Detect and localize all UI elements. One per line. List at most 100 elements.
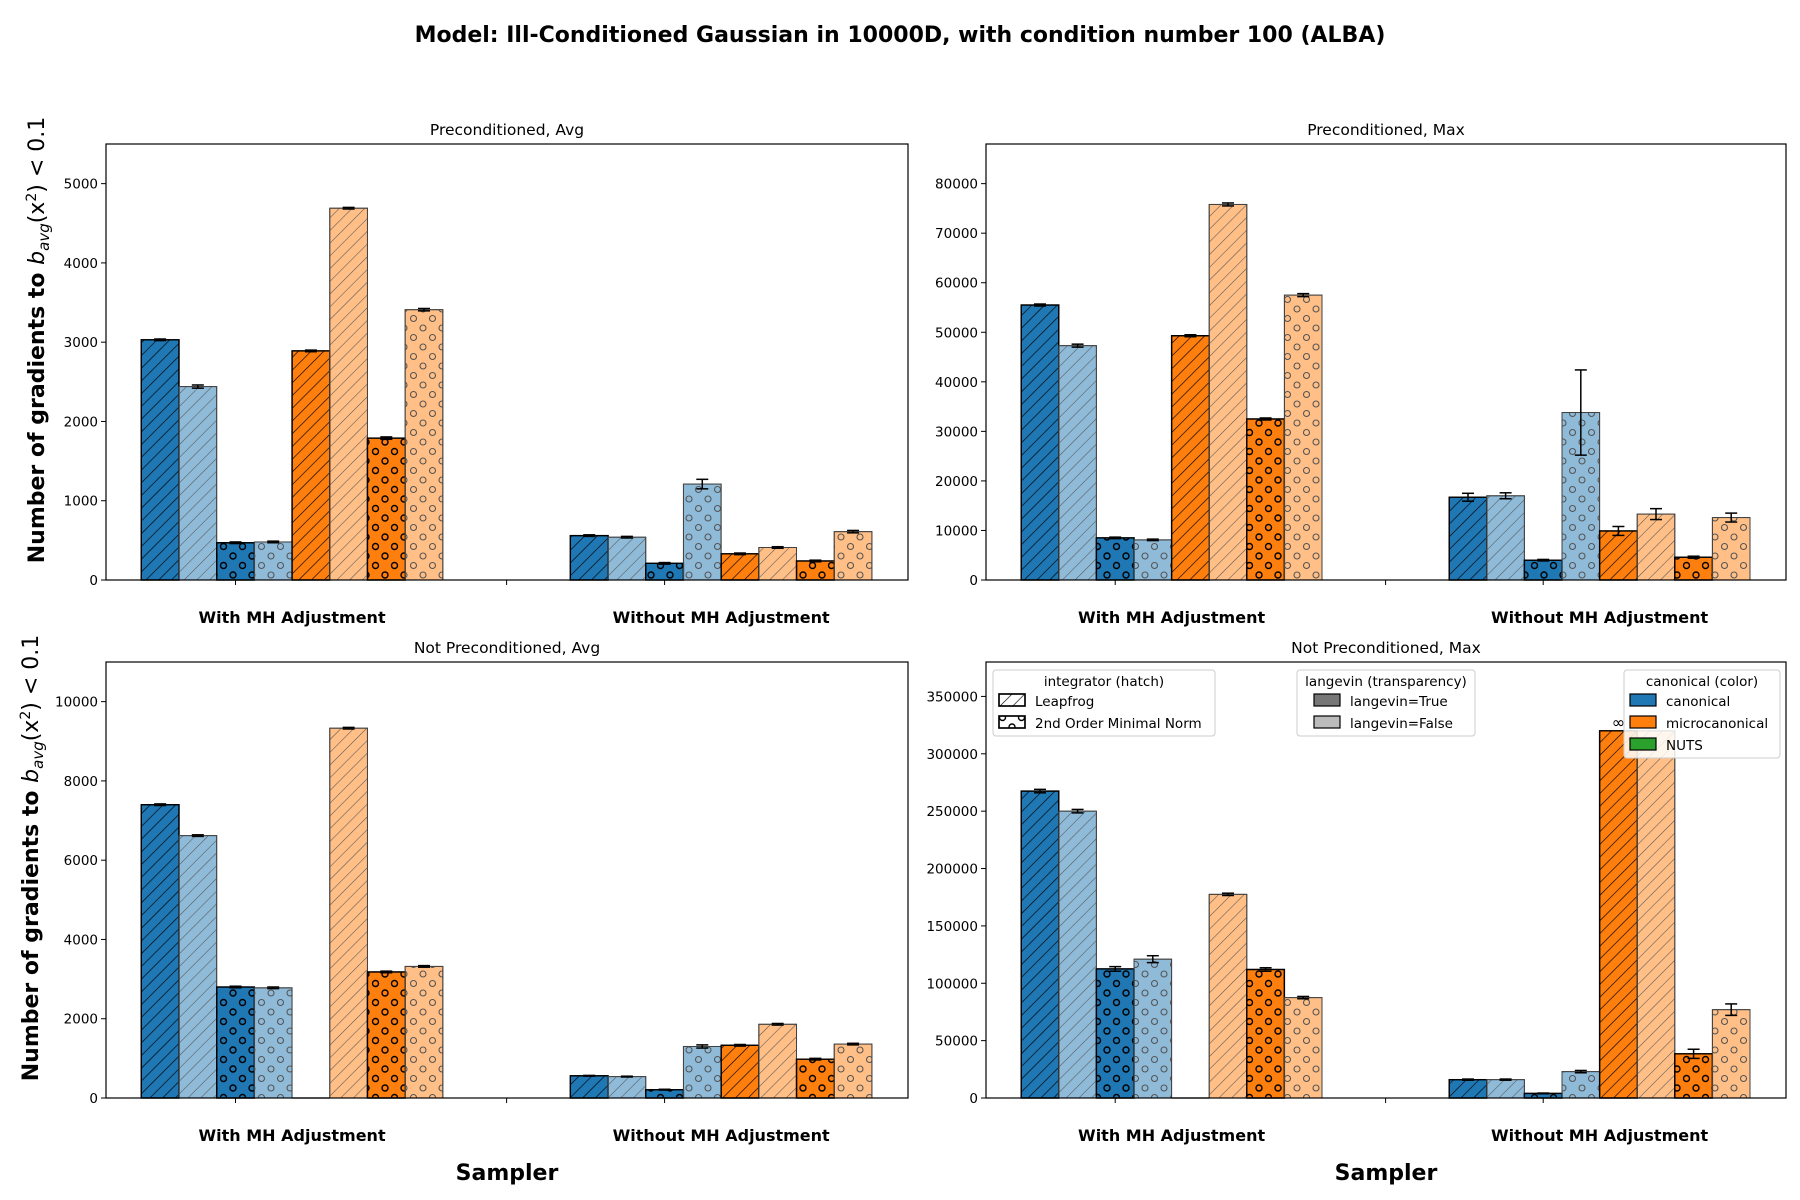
bar-hatch bbox=[569, 534, 609, 581]
legend-swatch-minimal-norm-hatch bbox=[998, 715, 1026, 729]
bar-hatch bbox=[1674, 556, 1714, 581]
bar-hatch bbox=[1523, 559, 1563, 581]
bar-hatch bbox=[140, 339, 180, 581]
legend-text: Leapfrog bbox=[1035, 694, 1094, 710]
bar-hatch bbox=[1133, 958, 1173, 1099]
y-tick-label: 300000 bbox=[926, 747, 978, 763]
ylabel-bottom: Number of gradients to bavg(x2) < 0.1 bbox=[18, 635, 47, 1082]
bar-hatch bbox=[720, 1044, 760, 1099]
bar-hatch bbox=[1246, 968, 1286, 1099]
subplot-not-preconditioned-max: Not Preconditioned, Max 0 50000 100000 15000… bbox=[926, 639, 1787, 1145]
legend-box bbox=[1623, 669, 1781, 759]
legend-swatch-langevin-false bbox=[1313, 715, 1341, 729]
y-tick-label: 250000 bbox=[926, 804, 978, 820]
category-label: With MH Adjustment bbox=[199, 1126, 386, 1145]
y-tick-label: 50000 bbox=[935, 1034, 978, 1050]
bar-hatch bbox=[1711, 517, 1751, 581]
bar-hatch bbox=[607, 1076, 647, 1099]
legend-swatch-microcanonical bbox=[1629, 715, 1657, 729]
bar-hatch bbox=[607, 536, 647, 581]
bar-hatch bbox=[140, 804, 180, 1099]
legend-text: langevin (transparency) bbox=[1305, 674, 1467, 690]
y-tick-label: 5000 bbox=[64, 177, 98, 193]
legend-swatch-leapfrog-hatch bbox=[998, 693, 1026, 707]
bar-hatch bbox=[329, 207, 368, 581]
bar-hatch bbox=[645, 562, 685, 581]
bar-hatch bbox=[1170, 335, 1210, 581]
bar-hatch bbox=[1208, 893, 1248, 1099]
legend-text: canonical bbox=[1666, 694, 1730, 710]
legend-text: integrator (hatch) bbox=[1044, 674, 1164, 690]
y-tick-label: 3000 bbox=[64, 335, 98, 351]
bar-hatch bbox=[1133, 539, 1173, 581]
y-tick-label: 60000 bbox=[935, 276, 978, 292]
category-label: Without MH Adjustment bbox=[613, 1126, 830, 1145]
y-tick-label: 4000 bbox=[64, 932, 98, 948]
bar-hatch bbox=[1283, 294, 1323, 581]
bar-hatch bbox=[1095, 968, 1135, 1099]
bar-hatch bbox=[1095, 537, 1135, 581]
bar-hatch bbox=[682, 483, 722, 581]
bar-hatch bbox=[833, 531, 873, 581]
axes-frame bbox=[105, 661, 909, 1099]
bar-hatch bbox=[1283, 997, 1323, 1099]
legend-text: langevin=True bbox=[1350, 694, 1448, 710]
bar-hatch bbox=[178, 386, 218, 581]
bar-hatch bbox=[253, 541, 293, 581]
bar-hatch bbox=[216, 986, 256, 1099]
bar-hatch bbox=[1561, 1071, 1601, 1099]
axes-frame bbox=[105, 143, 909, 581]
bar-hatch bbox=[758, 1023, 797, 1099]
y-tick-label: 4000 bbox=[64, 256, 98, 272]
category-label: With MH Adjustment bbox=[1078, 608, 1265, 627]
bar-hatch bbox=[1020, 790, 1060, 1099]
bar-hatch bbox=[569, 1075, 609, 1099]
subplot-not-preconditioned-avg: Not Preconditioned, Avg 0 2000 4000 6000 8000… bbox=[55, 639, 909, 1145]
bar-hatch bbox=[1246, 418, 1286, 581]
y-tick-label: 80000 bbox=[935, 177, 978, 193]
ylabel-top: Number of gradients to bavg(x2) < 0.1 bbox=[24, 117, 53, 564]
y-tick-label: 20000 bbox=[935, 474, 978, 490]
bar-hatch bbox=[216, 542, 256, 581]
y-tick-label: 0 bbox=[89, 1091, 98, 1107]
y-tick-label: 40000 bbox=[935, 375, 978, 391]
figure-suptitle: Model: Ill-Conditioned Gaussian in 10000… bbox=[415, 23, 1386, 48]
axes-frame bbox=[985, 661, 1787, 1099]
y-tick-label: 0 bbox=[969, 573, 978, 589]
bar-hatch bbox=[1636, 513, 1676, 581]
y-tick-label: 70000 bbox=[935, 226, 978, 242]
legend-box bbox=[992, 669, 1216, 737]
bar-hatch bbox=[1058, 345, 1097, 581]
bar-hatch bbox=[795, 1058, 835, 1099]
bar-hatch bbox=[758, 547, 797, 581]
y-tick-label: 0 bbox=[89, 573, 98, 589]
subplot-title: Not Preconditioned, Max bbox=[1291, 639, 1481, 657]
infinite-marker: ∞ bbox=[1612, 713, 1625, 732]
category-label: With MH Adjustment bbox=[1078, 1126, 1265, 1145]
bar-hatch bbox=[1486, 495, 1525, 581]
category-label: Without MH Adjustment bbox=[1491, 608, 1708, 627]
legend-text: canonical (color) bbox=[1646, 674, 1758, 690]
legend-text: microcanonical bbox=[1666, 716, 1768, 732]
subplot-title: Preconditioned, Avg bbox=[430, 121, 584, 139]
category-label: With MH Adjustment bbox=[199, 608, 386, 627]
category-label: Without MH Adjustment bbox=[1491, 1126, 1708, 1145]
bar-hatch bbox=[1448, 1078, 1488, 1099]
bar-hatch bbox=[404, 309, 444, 581]
bar-hatch bbox=[1058, 810, 1097, 1099]
legend-text: langevin=False bbox=[1350, 716, 1453, 732]
xlabel-right: Sampler bbox=[1335, 1161, 1438, 1186]
subplot-preconditioned-max: Preconditioned, Max 0 10000 20000 30000 40000… bbox=[935, 121, 1787, 627]
legend-text: NUTS bbox=[1666, 738, 1703, 754]
legend: integrator (hatch) Leapfrog 2nd Order Mini… bbox=[992, 669, 1781, 759]
y-tick-label: 350000 bbox=[926, 689, 978, 705]
y-tick-label: 10000 bbox=[55, 695, 98, 711]
bar-hatch bbox=[291, 350, 331, 581]
bar-hatch bbox=[329, 727, 368, 1099]
bar-hatch bbox=[1486, 1079, 1525, 1099]
y-tick-label: 1000 bbox=[64, 494, 98, 510]
y-tick-label: 6000 bbox=[64, 853, 98, 869]
legend-text: 2nd Order Minimal Norm bbox=[1035, 716, 1202, 732]
bar-hatch bbox=[682, 1046, 722, 1099]
